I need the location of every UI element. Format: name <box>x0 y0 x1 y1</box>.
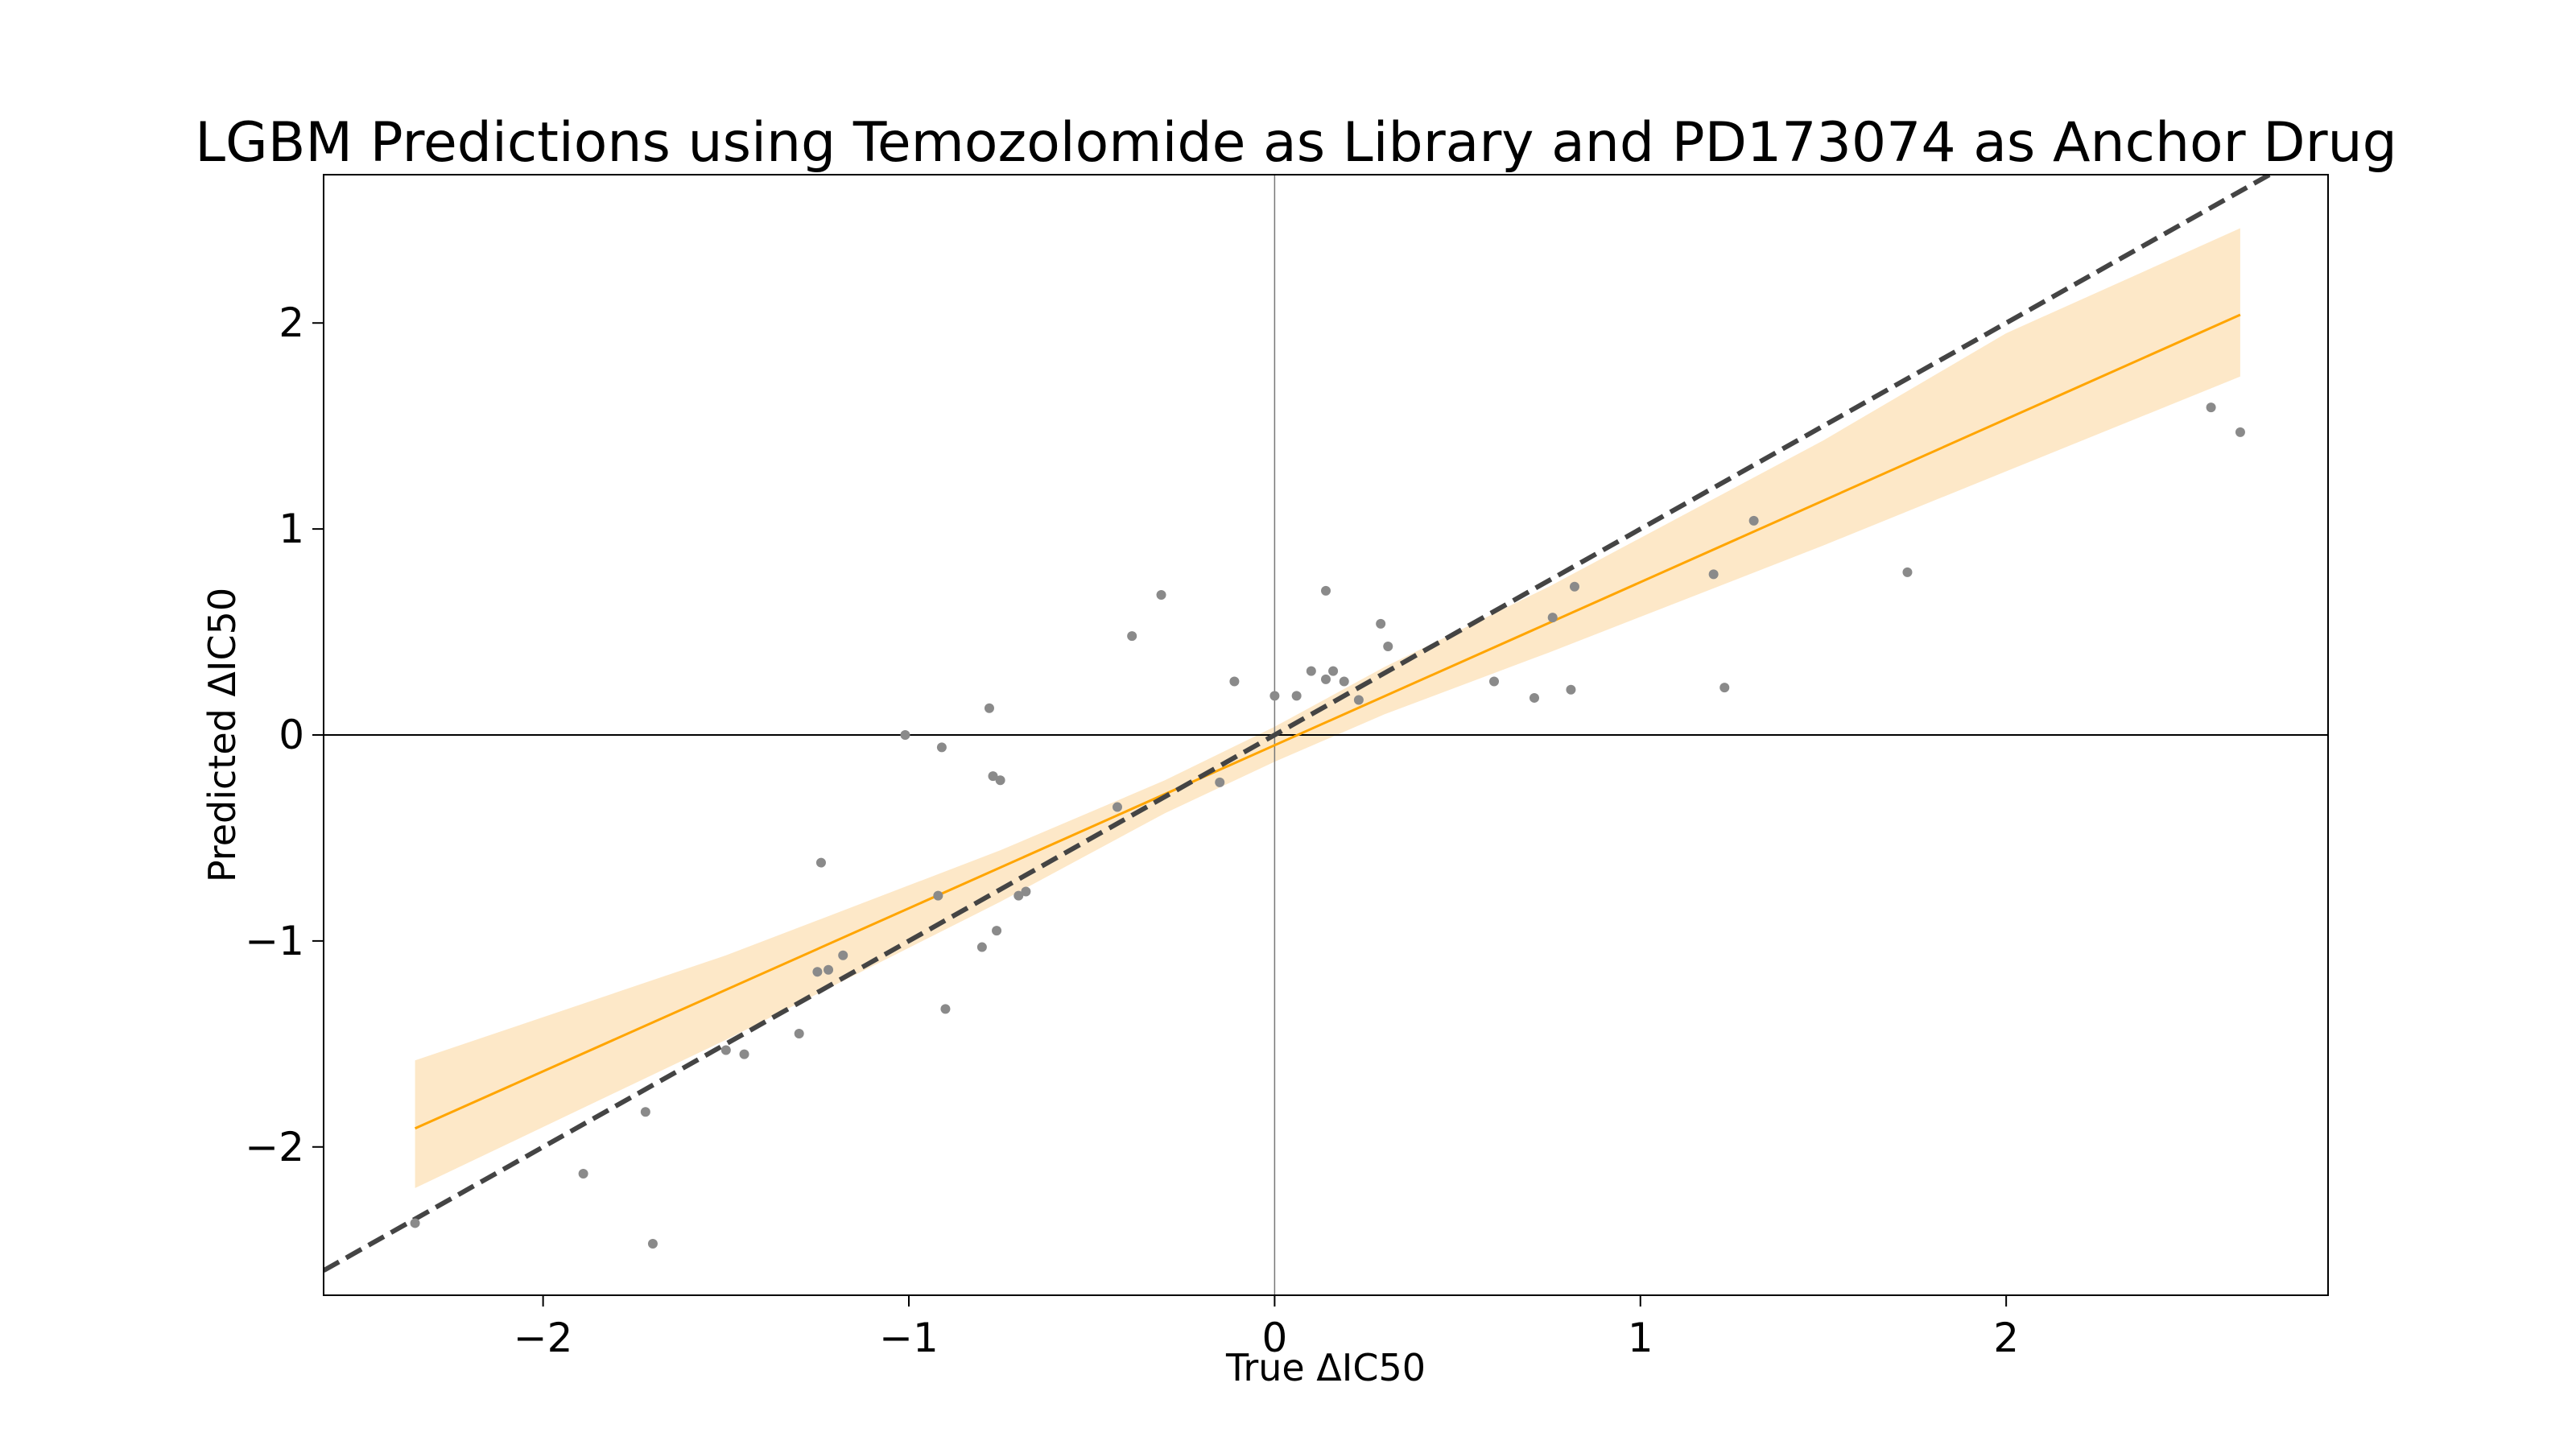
y-axis-label: Predicted ΔIC50 <box>200 588 244 882</box>
data-point <box>1229 676 1240 687</box>
data-point <box>1215 777 1225 787</box>
data-point <box>794 1029 804 1039</box>
data-points <box>410 402 2245 1249</box>
data-point <box>1156 590 1166 600</box>
data-point <box>812 967 823 977</box>
y-tick-label: 1 <box>279 506 304 552</box>
data-point <box>900 730 910 740</box>
data-point <box>647 1239 658 1249</box>
identity-line <box>324 175 2275 1273</box>
data-point <box>1719 683 1730 693</box>
x-tick-label: 0 <box>1261 1315 1287 1361</box>
regression-line <box>414 313 2241 1130</box>
data-point <box>1569 581 1579 592</box>
data-point <box>1748 515 1759 526</box>
data-point <box>1353 695 1364 705</box>
data-point <box>1708 569 1719 580</box>
data-point <box>578 1169 588 1179</box>
plot-area <box>324 175 2328 1295</box>
data-point <box>933 890 943 901</box>
data-point <box>976 942 987 952</box>
chart-title: LGBM Predictions using Temozolomide as L… <box>195 111 2397 175</box>
data-point <box>940 1004 951 1014</box>
y-tick-label: 2 <box>279 299 304 346</box>
data-point <box>824 964 834 975</box>
data-point <box>838 950 848 960</box>
data-point <box>988 771 998 782</box>
data-point <box>720 1045 731 1055</box>
data-point <box>1291 691 1302 701</box>
data-point <box>1339 676 1349 687</box>
data-point <box>1547 613 1558 623</box>
data-point <box>1013 890 1024 901</box>
data-point <box>1113 802 1123 812</box>
data-point <box>1566 684 1576 695</box>
data-point <box>1269 691 1280 701</box>
data-point <box>1306 666 1316 676</box>
x-axis: −2 −1 0 1 2 <box>514 1295 2019 1361</box>
data-point <box>1383 641 1393 651</box>
data-point <box>1376 618 1386 629</box>
data-point <box>2235 427 2245 437</box>
x-tick-label: −1 <box>879 1315 939 1361</box>
data-point <box>1902 567 1913 577</box>
y-tick-label: −2 <box>245 1124 304 1170</box>
x-tick-label: 2 <box>1993 1315 2019 1361</box>
data-point <box>1127 631 1137 642</box>
x-axis-label: True ΔIC50 <box>1225 1346 1426 1389</box>
data-point <box>2206 402 2216 413</box>
data-point <box>1529 692 1539 703</box>
data-point <box>815 857 826 868</box>
data-point <box>936 742 947 753</box>
x-tick-label: 1 <box>1628 1315 1653 1361</box>
y-axis: −2 −1 0 1 2 <box>245 299 324 1170</box>
x-tick-label: −2 <box>514 1315 573 1361</box>
data-point <box>1328 666 1339 676</box>
data-point <box>995 775 1005 786</box>
y-tick-label: 0 <box>279 712 304 758</box>
confidence-band <box>415 228 2240 1188</box>
data-point <box>984 703 994 713</box>
data-point <box>739 1049 749 1059</box>
data-point <box>992 926 1002 936</box>
data-point <box>640 1107 650 1117</box>
data-point <box>1021 886 1031 897</box>
data-point <box>1321 585 1331 596</box>
data-point <box>1321 674 1331 684</box>
y-tick-label: −1 <box>245 918 304 964</box>
data-point <box>410 1218 420 1228</box>
data-point <box>1489 676 1500 687</box>
